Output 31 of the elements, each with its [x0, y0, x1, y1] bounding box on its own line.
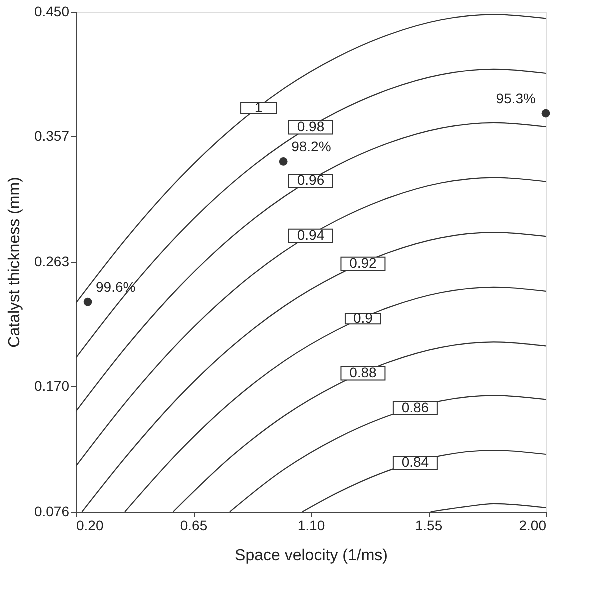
- y-tick-label: 0.263: [34, 254, 70, 270]
- x-tick-label: 1.10: [298, 518, 326, 534]
- series-label: 0.94: [297, 226, 325, 243]
- y-tick-label: 0.076: [34, 504, 70, 520]
- series-label: 0.9: [353, 310, 374, 326]
- x-tick-label: 0.65: [180, 518, 208, 534]
- y-tick-label: 0.357: [34, 128, 70, 144]
- series-label: 1: [254, 99, 263, 116]
- series-label: 0.92: [350, 255, 378, 272]
- series-label: 0.86: [402, 399, 430, 416]
- series-label: 0.84: [402, 454, 430, 470]
- line-series: [230, 395, 546, 512]
- y-tick-label: 0.170: [34, 378, 70, 394]
- y-axis-title: Catalyst thickness (mm): [6, 177, 24, 348]
- y-tick-label: 0.450: [34, 4, 70, 20]
- line-series: [172, 342, 546, 512]
- line-series: [82, 232, 546, 512]
- x-tick-label: 0.20: [76, 518, 104, 534]
- x-axis-title: Space velocity (1/ms): [235, 548, 388, 564]
- annotation: 95.3%: [496, 90, 536, 107]
- x-tick-label: 2.00: [519, 518, 547, 534]
- line-series: [76, 14, 546, 304]
- annotation: 98.2%: [292, 138, 332, 155]
- line-series: [430, 503, 546, 512]
- line-series: [76, 177, 546, 468]
- x-tick-label: 1.55: [415, 518, 443, 534]
- line-series: [76, 68, 546, 359]
- line-series: [76, 122, 546, 412]
- series-label: 0.98: [297, 118, 325, 135]
- series-label: 0.88: [350, 364, 378, 381]
- series-label: 0.96: [297, 172, 325, 188]
